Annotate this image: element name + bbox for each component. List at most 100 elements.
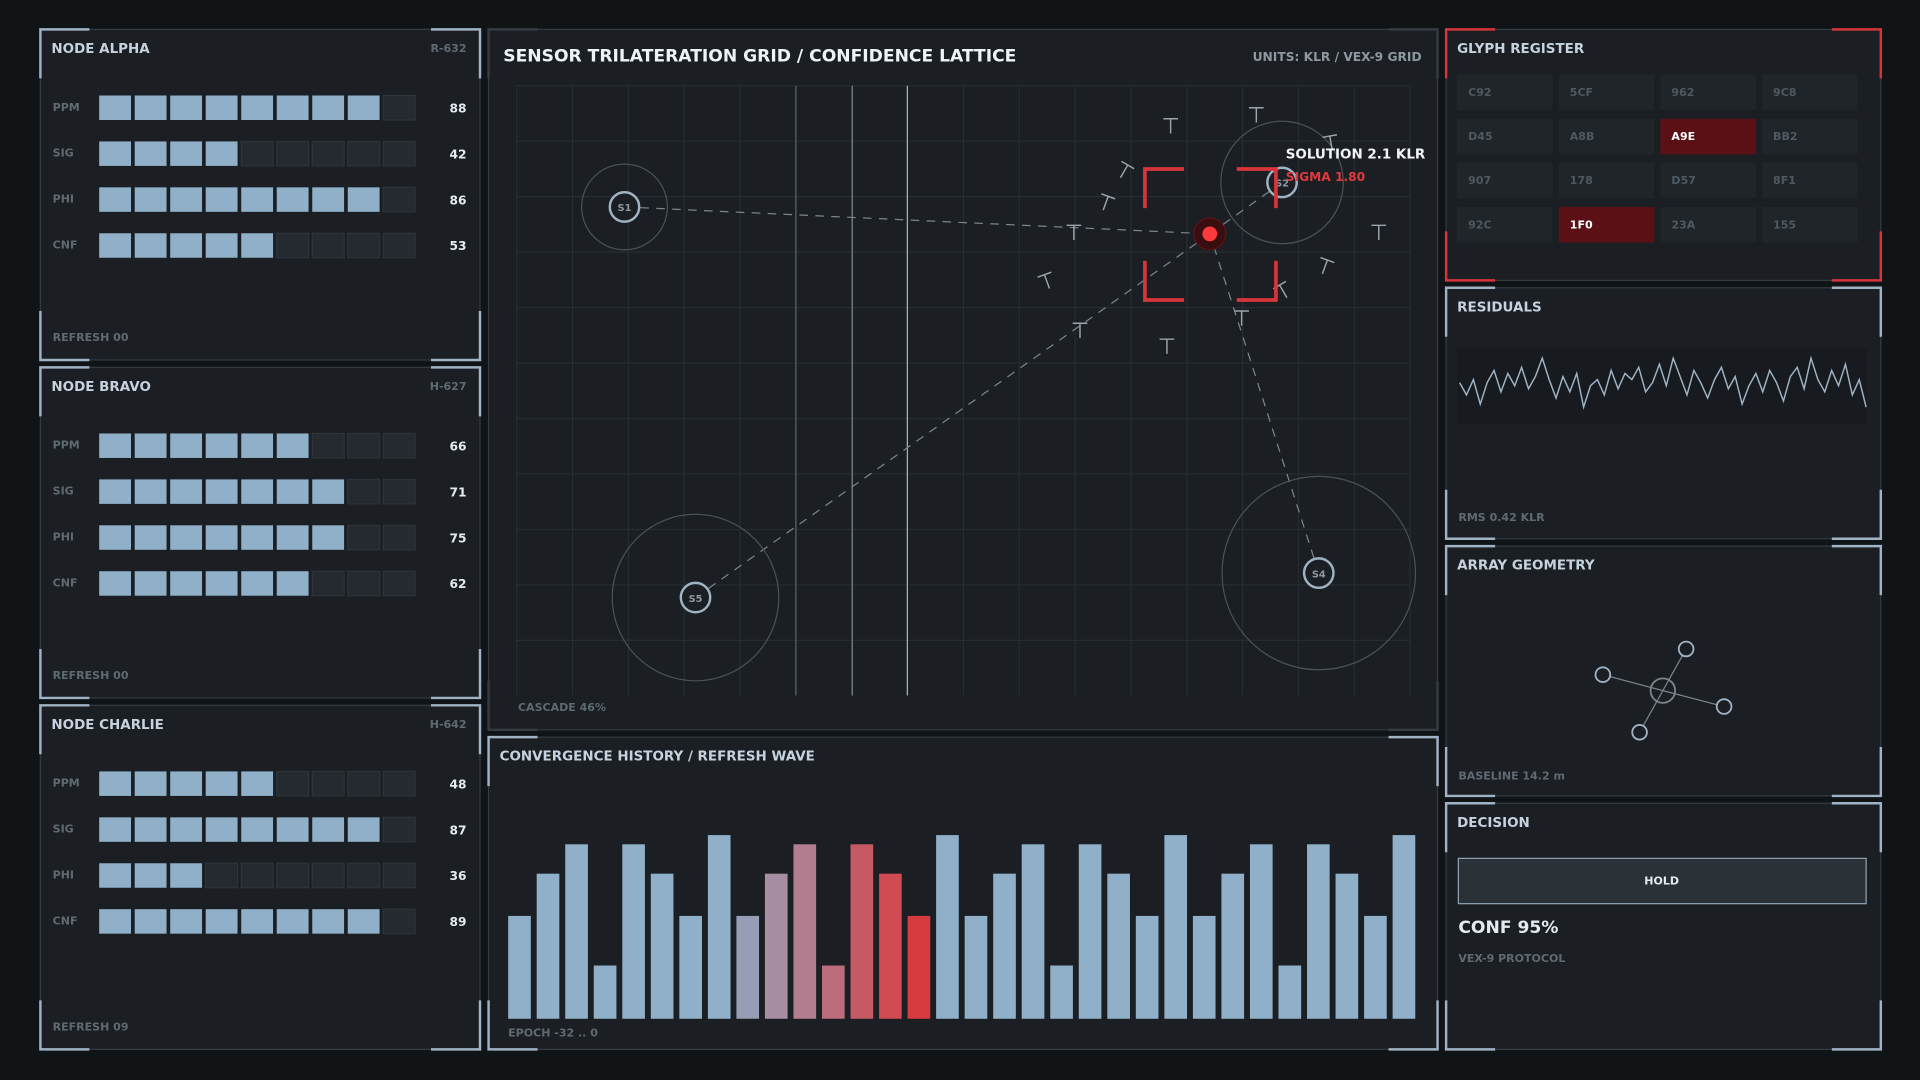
meter: [99, 186, 416, 213]
corner-accent: [1831, 231, 1883, 282]
meter-segment: [382, 140, 416, 167]
hold-button[interactable]: [1457, 857, 1867, 905]
meter-segment: [347, 95, 380, 120]
meter-segment: [99, 187, 132, 212]
meter-segment: [99, 141, 132, 166]
meter-segment: [134, 863, 167, 888]
meter-segment: [205, 909, 238, 934]
tick-glyph: [1037, 271, 1052, 289]
meter-segment: [99, 909, 132, 934]
metric-value: 86: [449, 193, 466, 207]
glyph-code: 92C: [1468, 218, 1491, 231]
meter-segment: [134, 141, 167, 166]
glyph-cell: [1457, 118, 1553, 155]
meter-segment: [312, 479, 345, 504]
history-bar: [1221, 873, 1245, 1019]
meter: [99, 908, 416, 935]
history-bar: [993, 873, 1016, 1019]
meter-segment: [312, 817, 345, 842]
glyph-cell: [1660, 74, 1756, 111]
meter-segment: [347, 478, 381, 505]
meter-segment: [170, 909, 203, 934]
glyph-code: 962: [1671, 86, 1694, 99]
meter-segment: [312, 187, 345, 212]
meter-segment: [241, 233, 274, 258]
meter: [99, 862, 416, 889]
meter-segment: [276, 95, 309, 120]
meter-segment: [382, 770, 416, 797]
history-bar: [907, 915, 931, 1019]
glyph-cell: [1762, 162, 1858, 199]
meter-segment: [382, 432, 416, 459]
range-ring: [1221, 475, 1417, 671]
meter-segment: [170, 187, 203, 212]
history-bar: [679, 915, 702, 1019]
glyph-cell: [1660, 206, 1756, 243]
meter-segment: [170, 233, 203, 258]
metric-value: 75: [449, 531, 466, 545]
glyph-cell: [1762, 74, 1858, 111]
panel-title: NODE ALPHA: [51, 42, 150, 57]
metric-label: CNF: [53, 914, 78, 927]
corner-accent: [39, 1000, 90, 1051]
meter-segment: [382, 94, 416, 121]
corner-accent: [1831, 802, 1883, 853]
meter-segment: [99, 479, 132, 504]
panel-title: DECISION: [1457, 816, 1530, 831]
meter-segment: [382, 478, 416, 505]
metric-label: PPM: [53, 101, 80, 114]
array-link: [1662, 690, 1725, 708]
sensor-label: S1: [618, 203, 632, 214]
target-bracket: [1143, 167, 1185, 209]
history-bar: [1392, 835, 1416, 1019]
hold-button-label: HOLD: [1644, 875, 1679, 888]
metric-value: 89: [449, 915, 466, 929]
panel: [1445, 28, 1882, 282]
history-bar: [1278, 965, 1302, 1019]
history-bar: [1307, 844, 1330, 1019]
corner-accent: [1444, 286, 1496, 337]
panel-title: NODE BRAVO: [51, 380, 150, 395]
corner-accent: [1831, 28, 1883, 79]
meter-segment: [241, 909, 274, 934]
history-bar: [1078, 844, 1102, 1019]
corner-accent: [39, 704, 90, 755]
panel-title: GLYPH REGISTER: [1457, 42, 1585, 57]
meter-segment: [347, 187, 380, 212]
corner-accent: [1831, 746, 1883, 798]
glyph-code: 155: [1773, 218, 1796, 231]
meter-segment: [170, 863, 203, 888]
sensor: [1302, 557, 1335, 589]
meter-segment: [312, 95, 345, 120]
glyph-code: 178: [1570, 174, 1593, 187]
corner-accent: [487, 1000, 538, 1051]
meter-segment: [134, 233, 167, 258]
sensor: [679, 581, 712, 614]
meter-segment: [276, 770, 310, 797]
meter-segment: [134, 187, 167, 212]
history-bar: [1107, 873, 1130, 1019]
meter: [99, 232, 416, 259]
wave-band: [1457, 347, 1868, 424]
meter-segment: [99, 525, 132, 550]
panel-title: SENSOR TRILATERATION GRID / CONFIDENCE L…: [503, 46, 1016, 66]
meter-segment: [134, 817, 167, 842]
metric-label: PPM: [53, 439, 80, 452]
meter: [99, 770, 416, 797]
panel: [1445, 802, 1882, 1050]
meter: [99, 140, 416, 167]
meter-segment: [347, 770, 381, 797]
meter-segment: [347, 524, 381, 551]
meter-segment: [205, 525, 238, 550]
meter-segment: [382, 524, 416, 551]
meter-segment: [99, 863, 132, 888]
meter-segment: [170, 571, 203, 596]
target-bracket: [1236, 167, 1278, 209]
tick-glyph: [1248, 107, 1264, 123]
history-bar: [1021, 844, 1045, 1019]
meter-segment: [170, 525, 203, 550]
tick-glyph: [1234, 310, 1249, 326]
tick-glyph: [1322, 134, 1338, 151]
array-node: [1715, 698, 1733, 715]
tick-glyph: [1320, 256, 1335, 275]
